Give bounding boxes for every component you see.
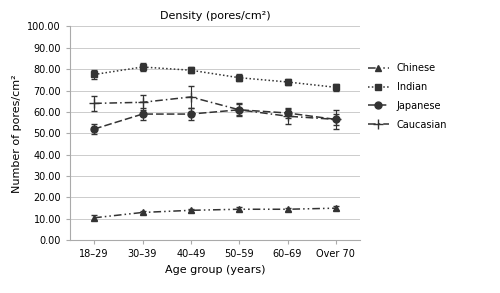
Legend: Chinese, Indian, Japanese, Caucasian: Chinese, Indian, Japanese, Caucasian — [368, 63, 448, 130]
X-axis label: Age group (years): Age group (years) — [165, 265, 265, 275]
Title: Density (pores/cm²): Density (pores/cm²) — [160, 11, 270, 21]
Y-axis label: Number of pores/cm²: Number of pores/cm² — [12, 74, 22, 193]
